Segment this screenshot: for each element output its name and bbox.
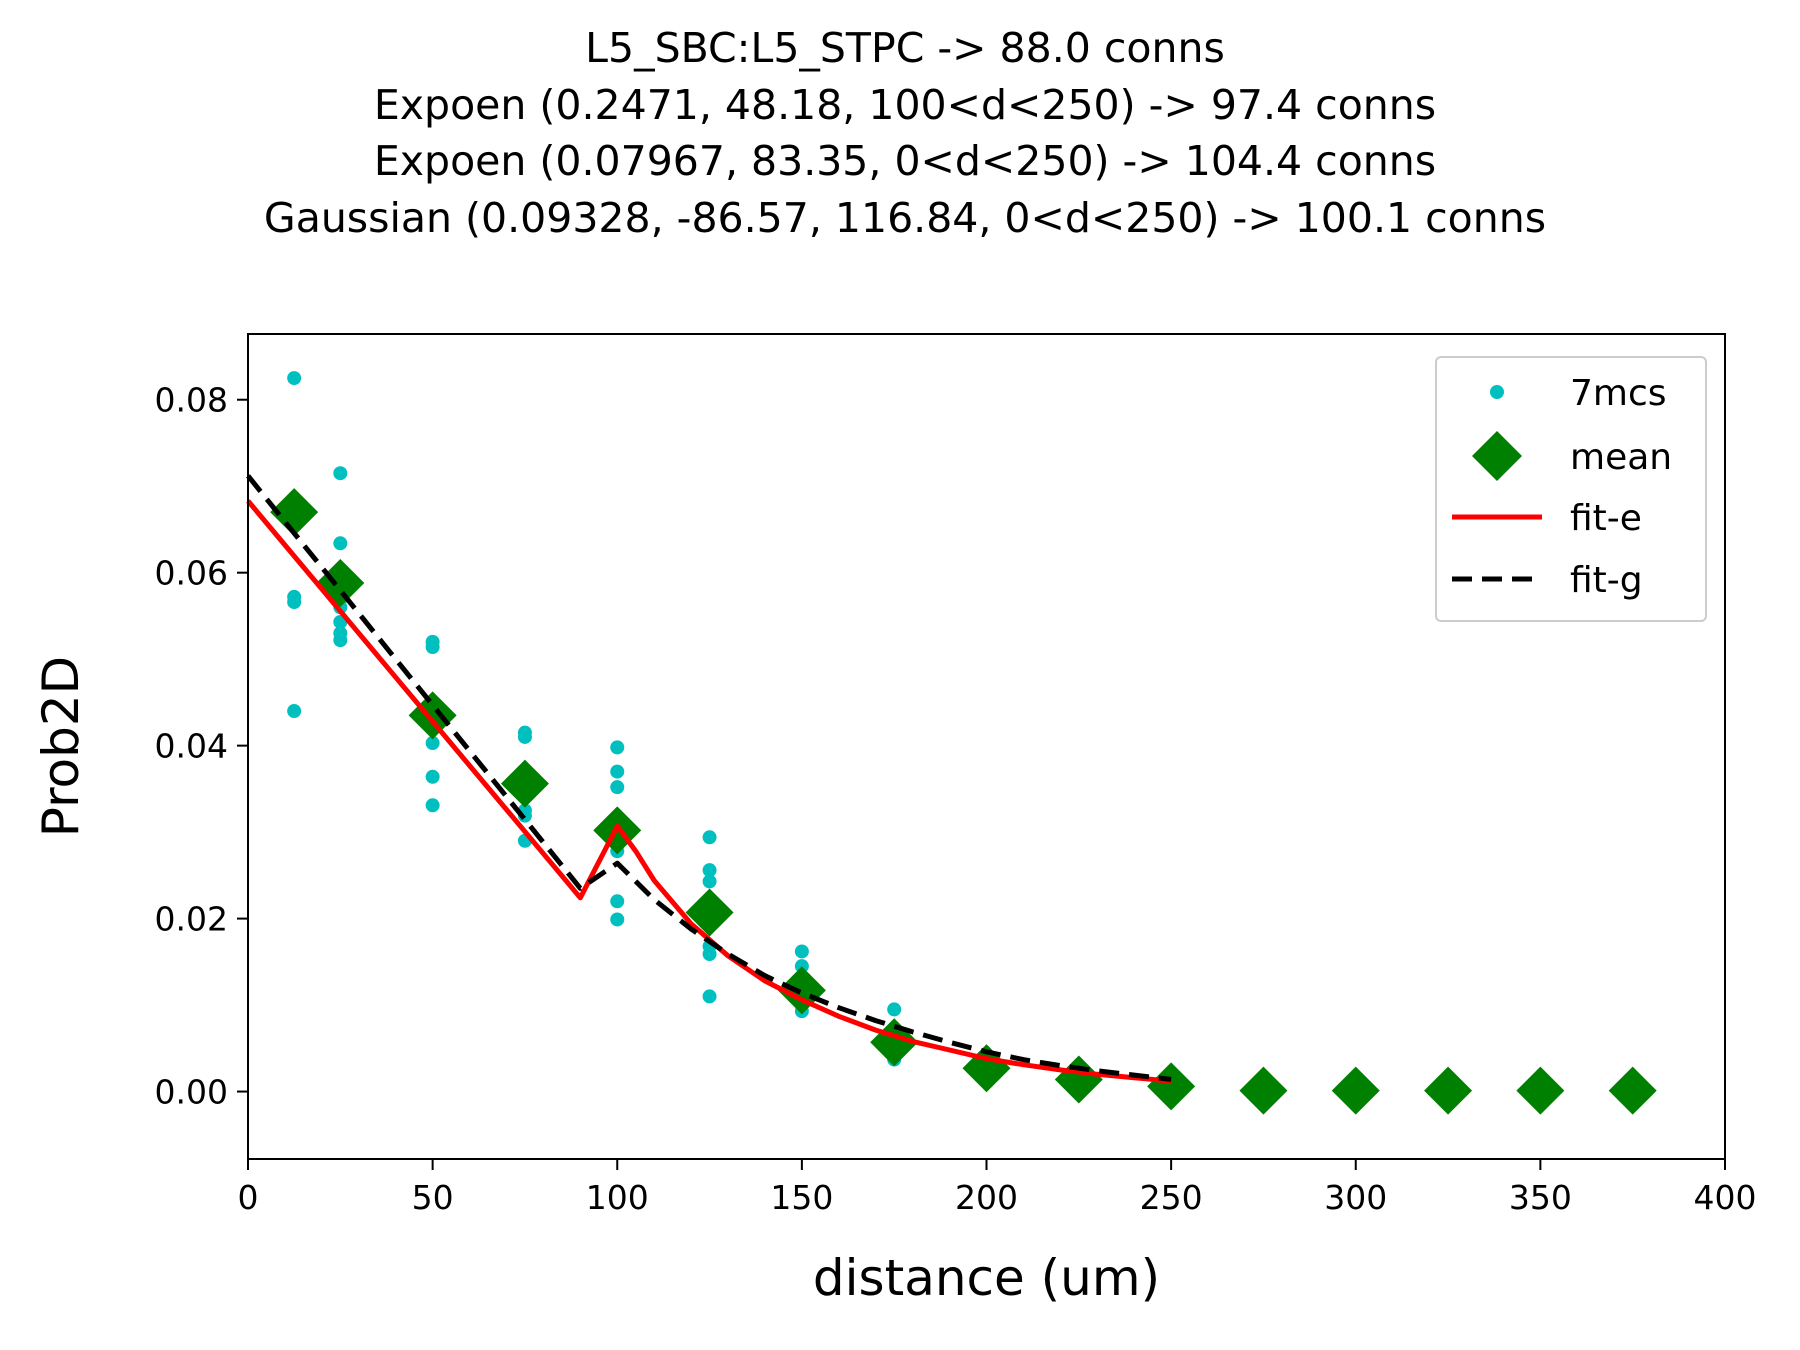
mean-marker <box>1331 1066 1380 1115</box>
mean-marker <box>1424 1066 1473 1115</box>
x-tick-label: 50 <box>412 1178 454 1217</box>
mean-marker <box>500 759 549 808</box>
sample-point <box>425 798 440 813</box>
legend-box <box>1435 356 1707 622</box>
mean-marker <box>270 488 319 537</box>
sample-point <box>702 874 717 889</box>
mean-marker <box>1147 1062 1196 1111</box>
sample-point <box>610 894 625 909</box>
sample-point <box>794 959 809 974</box>
legend-marker-7mcs <box>1490 385 1504 399</box>
legend-entry-fit-g: fit-g <box>1452 560 1643 601</box>
y-tick-label: 0.00 <box>155 1073 228 1112</box>
sample-point <box>333 466 348 481</box>
mean-marker <box>777 966 826 1015</box>
sample-point <box>287 704 302 719</box>
mean-marker <box>1516 1066 1565 1115</box>
mean-marker <box>1608 1066 1657 1115</box>
y-tick-label: 0.08 <box>155 381 228 420</box>
sample-point <box>610 764 625 779</box>
mean-marker <box>1054 1055 1103 1104</box>
sample-point <box>887 1002 902 1017</box>
x-tick-label: 350 <box>1509 1178 1572 1217</box>
y-tick-label: 0.06 <box>155 554 228 593</box>
sample-point <box>702 947 717 962</box>
sample-point <box>794 944 809 959</box>
x-tick-label: 250 <box>1140 1178 1203 1217</box>
sample-point <box>702 830 717 845</box>
series-fit-g-line <box>246 474 1172 1082</box>
title-line-3: Expoen (0.07967, 83.35, 0<d<250) -> 104.… <box>374 137 1436 185</box>
legend-marker-mean <box>1472 431 1522 481</box>
legend: 7mcs mean fit-e fit-g <box>1435 356 1707 622</box>
x-tick-label: 200 <box>955 1178 1018 1217</box>
x-tick-label: 0 <box>238 1178 259 1217</box>
plot-data <box>246 371 1657 1115</box>
sample-point <box>702 989 717 1004</box>
mean-marker <box>1239 1066 1288 1115</box>
legend-entry-mean: mean <box>1472 431 1672 481</box>
sample-point <box>425 769 440 784</box>
y-tick-label: 0.04 <box>155 727 228 766</box>
y-tick-label: 0.02 <box>155 900 228 939</box>
legend-label-7mcs: 7mcs <box>1570 373 1667 414</box>
x-tick-label: 150 <box>770 1178 833 1217</box>
series-fit-e-line <box>246 499 1172 1084</box>
sample-point <box>333 633 348 648</box>
x-tick-label: 400 <box>1694 1178 1757 1217</box>
legend-entry-7mcs: 7mcs <box>1490 373 1667 414</box>
sample-point <box>425 736 440 751</box>
title-line-1: L5_SBC:L5_STPC -> 88.0 conns <box>585 24 1225 72</box>
sample-point <box>610 740 625 755</box>
chart-title: L5_SBC:L5_STPC -> 88.0 conns Expoen (0.2… <box>264 24 1546 242</box>
legend-label-fit-e: fit-e <box>1570 498 1642 539</box>
sample-point <box>333 536 348 551</box>
title-line-2: Expoen (0.2471, 48.18, 100<d<250) -> 97.… <box>374 81 1436 129</box>
sample-point <box>517 729 532 744</box>
sample-point <box>702 863 717 878</box>
y-axis-label: Prob2D <box>32 656 90 837</box>
legend-label-mean: mean <box>1570 437 1672 478</box>
plot-area-frame <box>247 333 1726 1160</box>
mean-marker <box>685 888 734 937</box>
sample-point <box>287 595 302 610</box>
sample-point <box>610 912 625 927</box>
sample-point <box>287 371 302 386</box>
x-tick-label: 100 <box>586 1178 649 1217</box>
axis-ticks: 0 50 100 150 200 250 300 350 400 0.00 0.02 0.04 0.06… <box>155 381 1757 1217</box>
sample-point <box>610 780 625 795</box>
sample-point <box>425 640 440 655</box>
x-axis-label: distance (um) <box>813 1249 1160 1307</box>
legend-entry-fit-e: fit-e <box>1452 498 1642 539</box>
legend-label-fit-g: fit-g <box>1570 560 1643 601</box>
title-line-4: Gaussian (0.09328, -86.57, 116.84, 0<d<2… <box>264 194 1546 242</box>
x-tick-label: 300 <box>1324 1178 1387 1217</box>
